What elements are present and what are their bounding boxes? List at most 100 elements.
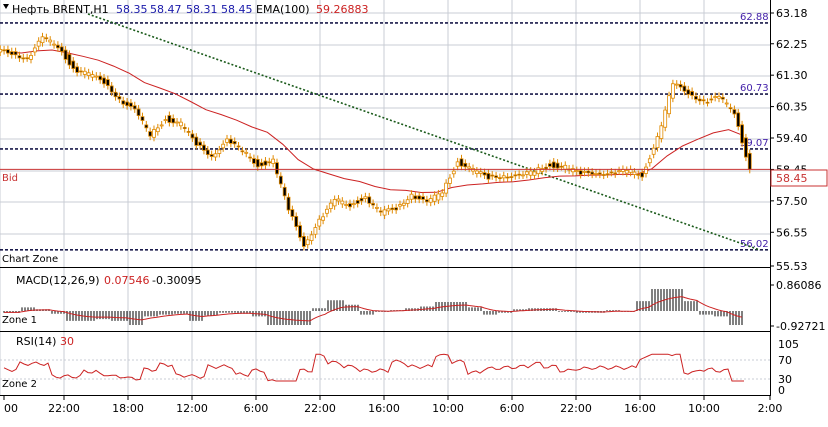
candle-body bbox=[52, 43, 56, 46]
candle-body bbox=[382, 209, 387, 216]
candle-body bbox=[44, 37, 49, 40]
price-tick-label: 59.40 bbox=[776, 132, 808, 145]
bid-label: Bid bbox=[2, 173, 18, 184]
candle-body bbox=[394, 207, 399, 211]
candle-body bbox=[505, 176, 510, 179]
candle-body bbox=[724, 102, 729, 105]
candle-body bbox=[25, 57, 30, 60]
time-axis: 00 22:00 18:00 12:00 6:00 22:00 16:00 10:00 6:00… bbox=[3, 396, 783, 415]
candle-body bbox=[305, 239, 310, 246]
candle-body bbox=[690, 91, 695, 96]
candle-body bbox=[747, 152, 752, 170]
candle-body bbox=[232, 141, 237, 145]
candle-body bbox=[640, 172, 645, 178]
trend-line[interactable] bbox=[87, 13, 761, 251]
macd-title: MACD(12,26,9) bbox=[16, 274, 100, 287]
candle-body bbox=[386, 208, 391, 212]
candle-body bbox=[486, 173, 491, 180]
candle-body bbox=[678, 84, 683, 88]
candle-body bbox=[228, 138, 233, 144]
candle-body bbox=[175, 121, 179, 124]
candle-body bbox=[209, 154, 214, 157]
price-tick-label: 55.53 bbox=[776, 260, 808, 273]
current-price-label: 58.45 bbox=[776, 172, 808, 185]
candle-body bbox=[0, 48, 3, 53]
candle-body bbox=[159, 124, 164, 127]
candle-body bbox=[301, 235, 306, 247]
candle-body bbox=[467, 166, 472, 169]
candle-body bbox=[259, 162, 264, 167]
candle-body bbox=[670, 83, 675, 99]
candle-body bbox=[178, 121, 183, 127]
candle-body bbox=[409, 193, 414, 200]
indicator-name: EMA(100) bbox=[256, 3, 310, 16]
candle-body bbox=[551, 161, 556, 169]
candle-body bbox=[709, 98, 714, 101]
candle-body bbox=[463, 162, 468, 168]
candle-body bbox=[744, 137, 748, 158]
candle-body bbox=[167, 115, 172, 123]
candle-body bbox=[255, 158, 260, 168]
candle-body bbox=[540, 168, 545, 172]
candle-body bbox=[59, 46, 64, 52]
candle-body bbox=[428, 198, 433, 203]
candle-body bbox=[517, 173, 522, 176]
candle-body bbox=[655, 136, 660, 149]
candle-body bbox=[717, 95, 721, 99]
candle-body bbox=[355, 200, 360, 204]
candle-body bbox=[309, 234, 314, 242]
macd-tick-low: -0.92721 bbox=[776, 320, 825, 333]
price-tick-label: 63.18 bbox=[776, 7, 808, 20]
high-value: 58.47 bbox=[150, 3, 182, 16]
candle-body bbox=[659, 125, 664, 139]
candle-body bbox=[455, 161, 460, 167]
symbol-label: Нефть BRENT,H1 bbox=[12, 3, 109, 16]
candle-body bbox=[363, 196, 368, 199]
candle-body bbox=[155, 127, 160, 133]
candle-body bbox=[190, 133, 195, 139]
candle-body bbox=[71, 60, 76, 69]
candle-body bbox=[217, 149, 222, 154]
candle-body bbox=[140, 116, 145, 121]
candle-body bbox=[94, 75, 99, 78]
candle-body bbox=[474, 170, 479, 174]
candle-body bbox=[98, 75, 103, 81]
candle-body bbox=[644, 166, 648, 174]
price-axis: 63.18 62.25 61.30 60.35 59.40 58.45 57.50 56.55… bbox=[770, 7, 808, 273]
open-value: 58.35 bbox=[116, 3, 148, 16]
candle-body bbox=[9, 51, 14, 56]
candle-body bbox=[125, 101, 129, 107]
candle-body bbox=[182, 127, 187, 130]
time-tick-label: 00 bbox=[4, 402, 18, 415]
dropdown-triangle-icon[interactable] bbox=[3, 4, 9, 9]
candle-body bbox=[371, 203, 375, 206]
low-value: 58.31 bbox=[186, 3, 218, 16]
candle-body bbox=[728, 107, 733, 110]
candle-body bbox=[152, 129, 156, 138]
candle-body bbox=[609, 171, 614, 174]
candle-body bbox=[105, 79, 110, 86]
candle-body bbox=[601, 174, 606, 176]
candle-body bbox=[313, 227, 318, 235]
grid-lines bbox=[0, 0, 770, 396]
candle-body bbox=[421, 196, 425, 200]
candle-body bbox=[240, 150, 245, 153]
chart-zone-label: Chart Zone bbox=[2, 254, 58, 265]
candle-body bbox=[221, 143, 226, 149]
candle-body bbox=[109, 85, 114, 93]
candle-body bbox=[440, 192, 445, 197]
candle-body bbox=[225, 138, 229, 143]
candle-body bbox=[298, 225, 302, 238]
candle-body bbox=[378, 210, 383, 213]
candle-body bbox=[148, 131, 153, 137]
time-tick-label: 2:00 bbox=[758, 402, 783, 415]
candle-body bbox=[198, 141, 203, 146]
horizontal-levels[interactable]: 62.88 60.73 59.07 56.02 bbox=[0, 12, 770, 251]
candle-body bbox=[720, 96, 725, 100]
candle-body bbox=[424, 199, 429, 203]
price-tick-label: 61.30 bbox=[776, 69, 808, 82]
candle-body bbox=[632, 171, 637, 175]
candle-body bbox=[79, 70, 83, 73]
